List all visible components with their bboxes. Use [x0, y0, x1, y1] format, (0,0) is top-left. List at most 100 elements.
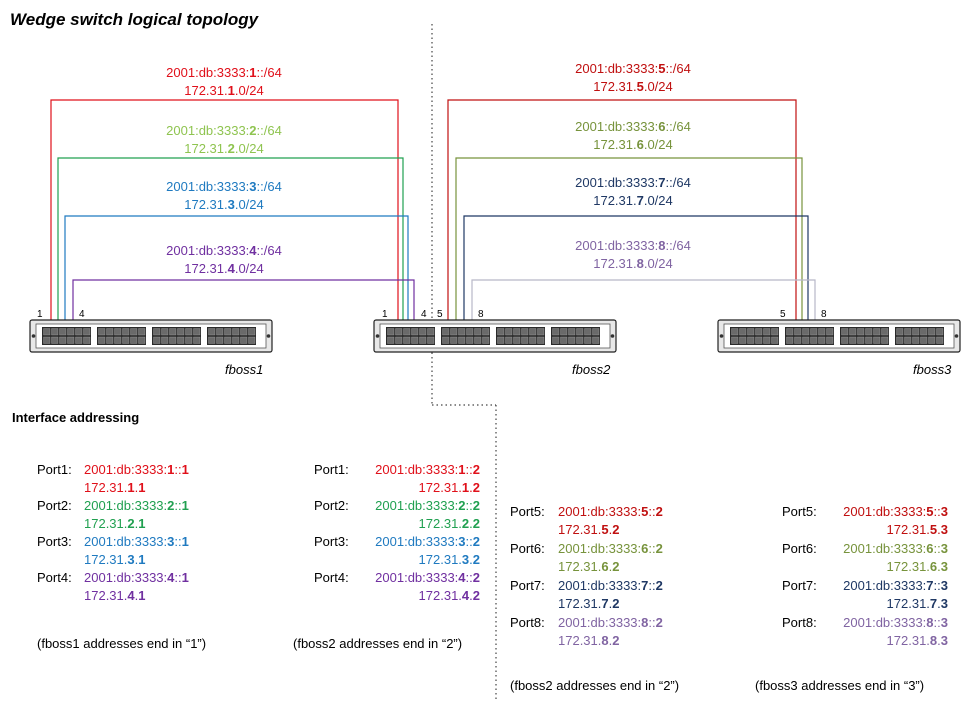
fboss1-port — [248, 336, 256, 344]
fboss2-port — [442, 336, 450, 344]
svg-text:172.31.4.0/24: 172.31.4.0/24 — [184, 261, 264, 276]
port-number-labels: 1 4 1 4 5 8 5 8 — [37, 309, 827, 320]
fboss2-port — [458, 328, 466, 336]
fboss1-port — [67, 328, 75, 336]
fboss3-port — [896, 336, 904, 344]
fboss1-port-bank — [207, 327, 256, 345]
svg-text:172.31.1.0/24: 172.31.1.0/24 — [184, 83, 264, 98]
ipv4-address: 172.31.5.2 — [558, 522, 619, 537]
link-lines-fboss2-fboss3 — [447, 99, 816, 328]
ipv4-address: 172.31.3.1 — [84, 552, 145, 567]
fboss3-port — [904, 336, 912, 344]
port-label: Port5: — [782, 504, 817, 519]
fboss2-port — [411, 328, 419, 336]
fboss1-port — [67, 336, 75, 344]
fboss1-port — [106, 328, 114, 336]
fboss1-port — [130, 328, 138, 336]
fboss3-port — [771, 328, 779, 336]
fboss3-port — [873, 336, 881, 344]
fboss1-port — [185, 328, 193, 336]
fboss2-port-label-1: 1 — [382, 309, 388, 320]
fboss1-mount-hole-left — [31, 334, 36, 338]
fboss3-port — [818, 336, 826, 344]
fboss2-port — [395, 336, 403, 344]
ipv4-address: 172.31.8.2 — [558, 633, 619, 648]
fboss3-port — [818, 328, 826, 336]
fboss2-port — [552, 336, 560, 344]
fboss2-port — [513, 328, 521, 336]
switch-fboss2 — [373, 319, 617, 353]
fboss1-port — [138, 336, 146, 344]
fboss3-port-bank — [895, 327, 944, 345]
fboss2-port — [521, 328, 529, 336]
fboss2-port — [568, 336, 576, 344]
diagram-title: Wedge switch logical topology — [10, 10, 260, 29]
ipv4-address: 172.31.3.2 — [419, 552, 480, 567]
fboss1-port — [216, 328, 224, 336]
ipv4-address: 172.31.7.3 — [887, 596, 948, 611]
fboss2-port — [592, 336, 600, 344]
fboss3-port — [857, 328, 865, 336]
fboss3-port — [810, 328, 818, 336]
ipv6-address: 2001:db:3333:7::2 — [558, 578, 663, 593]
fboss3-port — [755, 336, 763, 344]
fboss1-port — [98, 336, 106, 344]
switch-fboss1 — [29, 319, 273, 353]
fboss2-port — [427, 336, 435, 344]
ipv6-address: 2001:db:3333:5::2 — [558, 504, 663, 519]
svg-text:2001:db:3333:5::/64: 2001:db:3333:5::/64 — [575, 61, 691, 76]
fboss3-port — [928, 328, 936, 336]
fboss3-port — [826, 336, 834, 344]
fboss3-port-label-8: 8 — [821, 309, 827, 320]
ipv4-address: 172.31.8.3 — [887, 633, 948, 648]
ipv4-address: 172.31.1.1 — [84, 480, 145, 495]
fboss3-port — [786, 336, 794, 344]
note-fboss2-right: (fboss2 addresses end in “2”) — [510, 678, 679, 693]
fboss3-port — [912, 336, 920, 344]
ipv4-address: 172.31.2.1 — [84, 516, 145, 531]
fboss1-port — [98, 328, 106, 336]
fboss2-port — [568, 328, 576, 336]
subnet-labels: 2001:db:3333:1::/64 172.31.1.0/24 2001:d… — [166, 61, 691, 276]
ipv6-address: 2001:db:3333:3::2 — [375, 534, 480, 549]
fboss3-port — [865, 336, 873, 344]
fboss3-port — [920, 328, 928, 336]
ipv6-address: 2001:db:3333:6::2 — [558, 541, 663, 556]
subnet-label-3: 2001:db:3333:3::/64 172.31.3.0/24 — [166, 179, 282, 212]
ipv6-address: 2001:db:3333:7::3 — [843, 578, 948, 593]
fboss2-mount-hole-right — [610, 334, 615, 338]
fboss2-port — [427, 328, 435, 336]
subnet-label-2: 2001:db:3333:2::/64 172.31.2.0/24 — [166, 123, 282, 156]
ipv6-address: 2001:db:3333:2::1 — [84, 498, 189, 513]
fboss2-port — [592, 328, 600, 336]
fboss3-port — [810, 336, 818, 344]
fboss3-port — [881, 328, 889, 336]
fboss2-port — [560, 328, 568, 336]
fboss1-port — [75, 336, 83, 344]
ipv6-address: 2001:db:3333:8::3 — [843, 615, 948, 630]
ipv6-address: 2001:db:3333:4::2 — [375, 570, 480, 585]
svg-text:2001:db:3333:8::/64: 2001:db:3333:8::/64 — [575, 238, 691, 253]
port-label: Port2: — [37, 498, 72, 513]
fboss1-port — [169, 336, 177, 344]
fboss1-port — [161, 328, 169, 336]
fboss2-port — [584, 336, 592, 344]
fboss2-port-bank — [551, 327, 600, 345]
svg-text:172.31.2.0/24: 172.31.2.0/24 — [184, 141, 264, 156]
link-line-1 — [50, 99, 399, 328]
fboss3-port — [857, 336, 865, 344]
fboss2-port — [387, 336, 395, 344]
fboss1-port-label-1: 1 — [37, 309, 43, 320]
ipv6-address: 2001:db:3333:8::2 — [558, 615, 663, 630]
fboss3-port — [771, 336, 779, 344]
